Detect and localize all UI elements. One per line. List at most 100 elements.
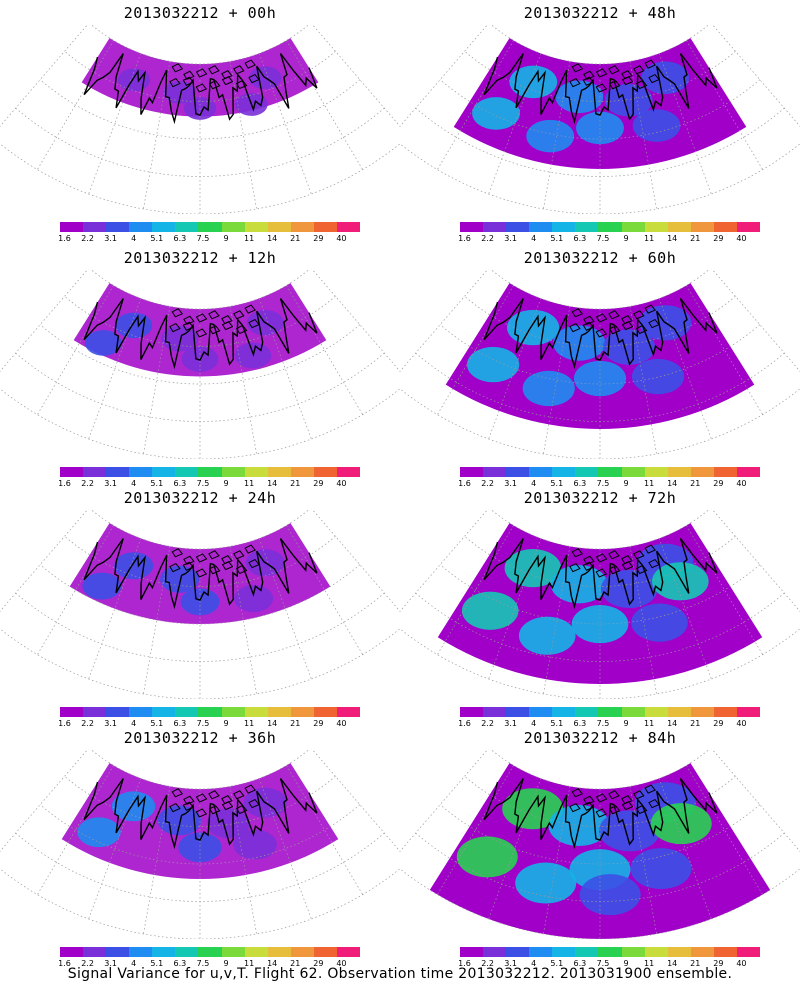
colorbar-swatch [106, 222, 130, 232]
colorbar-swatch [736, 222, 761, 232]
colorbar-label: 14 [667, 959, 678, 968]
colorbar-label: 7.5 [596, 959, 610, 968]
colorbar-label: 5.1 [150, 959, 164, 968]
colorbar-label: 40 [336, 719, 347, 728]
variance-blob [600, 569, 658, 609]
colorbar-swatch [267, 707, 291, 717]
colorbar-swatch [575, 222, 599, 232]
coastline [483, 53, 718, 125]
colorbar-label: 2.2 [481, 959, 494, 968]
colorbar-swatch [60, 947, 84, 957]
colorbar-swatch [713, 707, 737, 717]
colorbar-label: 6.3 [173, 719, 187, 728]
colorbar-swatch [336, 707, 361, 717]
colorbar-label: 3.1 [504, 719, 518, 728]
variance-blob [157, 805, 202, 836]
colorbar-label: 29 [313, 959, 324, 968]
colorbar-swatch [129, 707, 153, 717]
colorbar-swatch [175, 707, 199, 717]
colorbar-label: 5.1 [550, 479, 564, 488]
colorbar [60, 467, 361, 477]
colorbar-label: 21 [690, 719, 701, 728]
panel-60h: 2013032212 + 60h 1.6 2.2 3.1 4 5.1 6.3 7.5 9 11 1… [400, 245, 800, 488]
colorbar-label: 7.5 [596, 719, 610, 728]
colorbar-label: 1.6 [458, 719, 471, 728]
colorbar-label: 6.3 [573, 479, 587, 488]
variance-blob [555, 80, 604, 114]
coastline [83, 778, 318, 850]
colorbar-swatch [106, 467, 130, 477]
colorbar-label: 11 [244, 234, 255, 243]
colorbar-swatch [460, 947, 484, 957]
colorbar-swatch [244, 707, 268, 717]
colorbar-swatch [598, 707, 622, 717]
colorbar-swatch [644, 467, 668, 477]
colorbar-swatch [60, 467, 84, 477]
colorbar-swatch [667, 947, 691, 957]
colorbar-swatch [290, 222, 314, 232]
coastline [483, 298, 718, 370]
colorbar-label: 2.2 [81, 959, 94, 968]
colorbar-swatch [152, 222, 176, 232]
colorbar-label: 5.1 [550, 234, 564, 243]
colorbar-label: 6.3 [173, 234, 187, 243]
colorbar-label: 14 [667, 719, 678, 728]
colorbar-swatch [221, 707, 245, 717]
colorbar-swatch [198, 707, 222, 717]
colorbar-swatch [483, 707, 507, 717]
colorbar-label: 4 [131, 719, 137, 728]
panel-title: 2013032212 + 24h [123, 489, 277, 507]
colorbar-label: 21 [290, 959, 301, 968]
variance-blob [161, 325, 199, 352]
colorbar-label: 4 [131, 959, 137, 968]
colorbar-swatch [198, 222, 222, 232]
variance-blob [518, 616, 576, 655]
colorbar-label: 40 [736, 959, 747, 968]
panel-00h: 2013032212 + 00h 1.6 2.2 3.1 4 5.1 6.3 7.5 9 11 1… [0, 0, 400, 243]
colorbar-labels: 1.6 2.2 3.1 4 5.1 6.3 7.5 9 11 14 21 29 40 [458, 479, 760, 489]
colorbar-label: 9 [623, 479, 629, 488]
colorbar-swatch [690, 707, 714, 717]
panel-72h: 2013032212 + 72h 1.6 2.2 3.1 4 5.1 6.3 7.5 9 11 1… [400, 485, 800, 728]
colorbar [60, 947, 361, 957]
colorbar-label: 2.2 [81, 479, 94, 488]
colorbar-label: 9 [223, 234, 229, 243]
colorbar-swatch [552, 947, 576, 957]
colorbar-swatch [313, 707, 337, 717]
colorbar-label: 21 [290, 479, 301, 488]
colorbar-label: 5.1 [150, 234, 164, 243]
colorbar-labels: 1.6 2.2 3.1 4 5.1 6.3 7.5 9 11 14 21 29 40 [458, 719, 760, 729]
colorbar-swatch [621, 222, 645, 232]
colorbar-label: 40 [336, 959, 347, 968]
colorbar-label: 3.1 [504, 234, 518, 243]
colorbar-label: 3.1 [504, 479, 518, 488]
colorbar-swatch [267, 467, 291, 477]
panel-title: 2013032212 + 12h [123, 249, 277, 267]
colorbar-swatch [736, 947, 761, 957]
colorbar-label: 4 [531, 959, 537, 968]
colorbar-swatch [713, 467, 737, 477]
figure-caption: Signal Variance for u,v,T. Flight 62. Ob… [67, 966, 733, 982]
colorbar-swatch [221, 467, 245, 477]
colorbar-swatch [83, 947, 107, 957]
colorbar-swatch [290, 467, 314, 477]
variance-blob [234, 585, 274, 613]
colorbar-label: 5.1 [550, 719, 564, 728]
colorbar-swatch [552, 707, 576, 717]
colorbar-swatch [83, 467, 107, 477]
colorbar-swatch [152, 947, 176, 957]
colorbar-swatch [644, 947, 668, 957]
colorbar-label: 14 [267, 959, 278, 968]
colorbar [460, 947, 761, 957]
colorbar-labels: 1.6 2.2 3.1 4 5.1 6.3 7.5 9 11 14 21 29 40 [458, 234, 760, 244]
colorbar-swatch [244, 467, 268, 477]
map [400, 509, 800, 699]
colorbar-label: 2.2 [481, 479, 494, 488]
colorbar-swatch [175, 947, 199, 957]
colorbar-swatch [290, 947, 314, 957]
colorbar-label: 40 [736, 719, 747, 728]
colorbar-swatch [529, 947, 553, 957]
variance-blob [461, 591, 519, 630]
colorbar-swatch [598, 467, 622, 477]
variance-blob [77, 817, 121, 848]
